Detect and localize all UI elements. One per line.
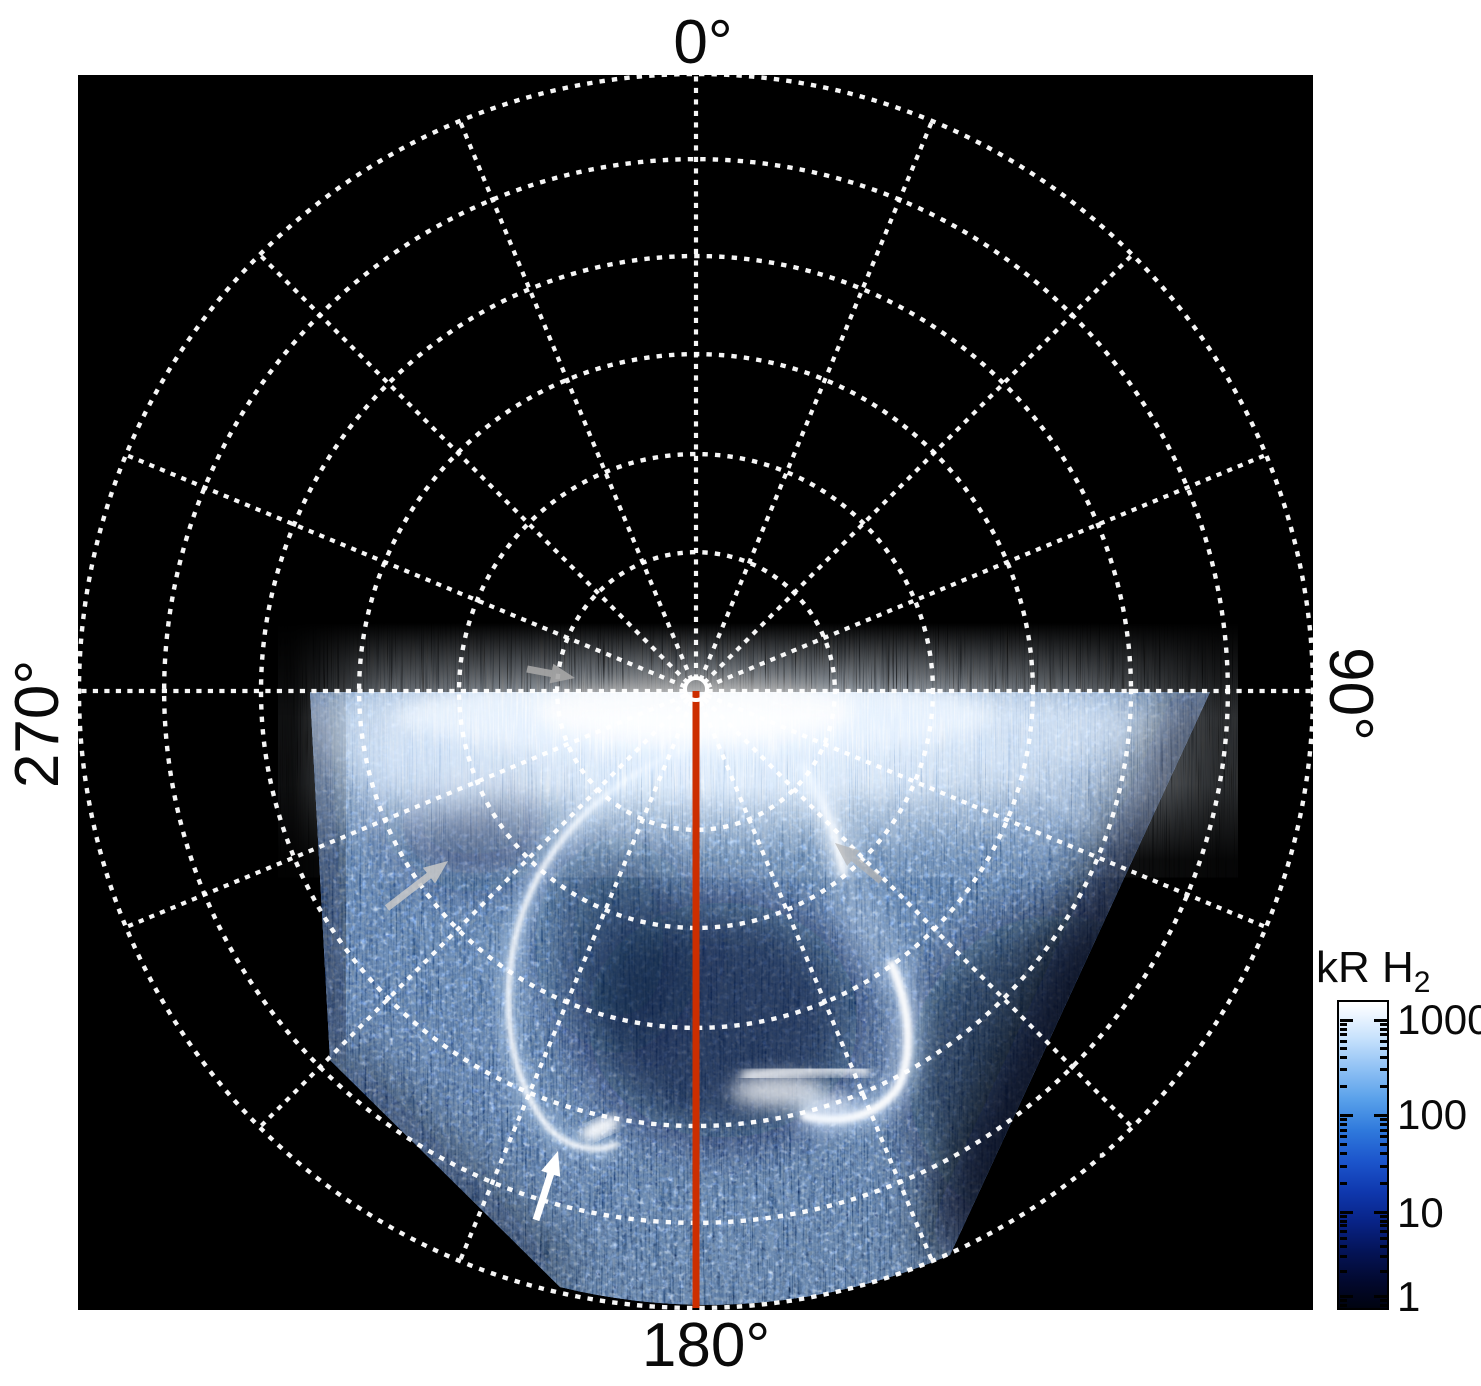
colorbar-tick [1379,1230,1387,1234]
axis-label-0deg: 0° [673,8,733,77]
colorbar-tick [1379,1022,1387,1026]
colorbar-tick [1379,1117,1387,1121]
colorbar-tick [1339,1027,1347,1031]
axis-label-270deg: 270° [3,659,72,789]
colorbar-tick [1339,1123,1347,1126]
colorbar-tick [1339,1219,1347,1223]
colorbar-tick [1339,1113,1353,1117]
colorbar-tick [1373,1113,1387,1117]
colorbar-tick [1379,1123,1387,1126]
colorbar-tick [1339,1135,1347,1139]
colorbar-tick [1339,1215,1347,1219]
colorbar-tick [1379,1027,1387,1031]
colorbar-tick [1379,1299,1387,1303]
colorbar-tick [1339,1270,1347,1274]
colorbar-tick [1379,1224,1387,1228]
colorbar-tick [1379,1084,1387,1088]
colorbar-tick [1379,1128,1387,1132]
colorbar-tick [1339,1033,1347,1037]
colorbar-tick [1339,1117,1347,1121]
colorbar-tick-label: 10 [1397,1188,1444,1236]
colorbar-tick [1339,1039,1347,1043]
colorbar-tick [1379,1135,1387,1139]
colorbar-tick [1339,1303,1347,1307]
colorbar-tick-label: 1 [1397,1272,1421,1320]
colorbar-tick [1373,1018,1387,1022]
colorbar: 1000 100 10 1 [1337,999,1481,1317]
colorbar-tick [1379,1181,1387,1185]
colorbar-tick [1339,1181,1347,1185]
colorbar-tick [1339,1022,1347,1026]
colorbar-tick [1339,1299,1347,1303]
colorbar-tick [1339,1224,1347,1228]
colorbar-tick [1373,1295,1387,1299]
colorbar-tick [1373,1211,1387,1215]
aurora-emission-layer [303,615,1218,1305]
colorbar-tick [1379,1033,1387,1037]
colorbar-tick [1339,1164,1347,1168]
colorbar-tick [1379,1270,1387,1274]
colorbar-tick [1339,1084,1347,1088]
gray-arrow-left [384,861,448,911]
colorbar-title: kR H2 [1316,943,1431,999]
colorbar-tick [1379,1164,1387,1168]
colorbar-title-subscript: 2 [1413,965,1431,999]
colorbar-tick [1339,1236,1347,1240]
colorbar-tick [1339,1295,1353,1299]
colorbar-tick [1379,1303,1387,1307]
aurora-polar-image [78,75,1313,1310]
gray-arrow-right [835,843,884,884]
colorbar-tick [1339,1244,1347,1248]
colorbar-tick-label: 1000 [1397,996,1481,1044]
pole-ring-marker [683,676,709,702]
colorbar-tick [1379,1047,1387,1051]
colorbar-tick [1379,1244,1387,1248]
colorbar-tick [1379,1219,1387,1223]
colorbar-tick [1339,1068,1347,1072]
colorbar-tick [1339,1128,1347,1132]
colorbar-tick [1379,1068,1387,1072]
colorbar-tick [1379,1039,1387,1043]
colorbar-tick [1339,1056,1347,1060]
colorbar-tick [1339,1018,1353,1022]
polar-plot-area [78,75,1313,1310]
colorbar-tick [1339,1255,1347,1259]
gray-arrow-upper [526,663,575,684]
axis-label-90deg: 90° [1316,647,1385,741]
colorbar-tick-label: 100 [1397,1091,1468,1138]
colorbar-tick [1379,1152,1387,1156]
colorbar-tick [1379,1056,1387,1060]
colorbar-tick [1379,1236,1387,1240]
colorbar-tick [1339,1152,1347,1156]
colorbar-tick [1379,1142,1387,1146]
colorbar-tick [1379,1215,1387,1219]
colorbar-tick [1339,1230,1347,1234]
colorbar-tick [1339,1047,1347,1051]
annotation-arrows [384,663,884,1222]
white-arrow-bottom [532,1151,561,1222]
axis-label-180deg: 180° [641,1311,771,1380]
colorbar-tick [1339,1142,1347,1146]
colorbar-tick [1339,1211,1353,1215]
colorbar-tick [1379,1255,1387,1259]
